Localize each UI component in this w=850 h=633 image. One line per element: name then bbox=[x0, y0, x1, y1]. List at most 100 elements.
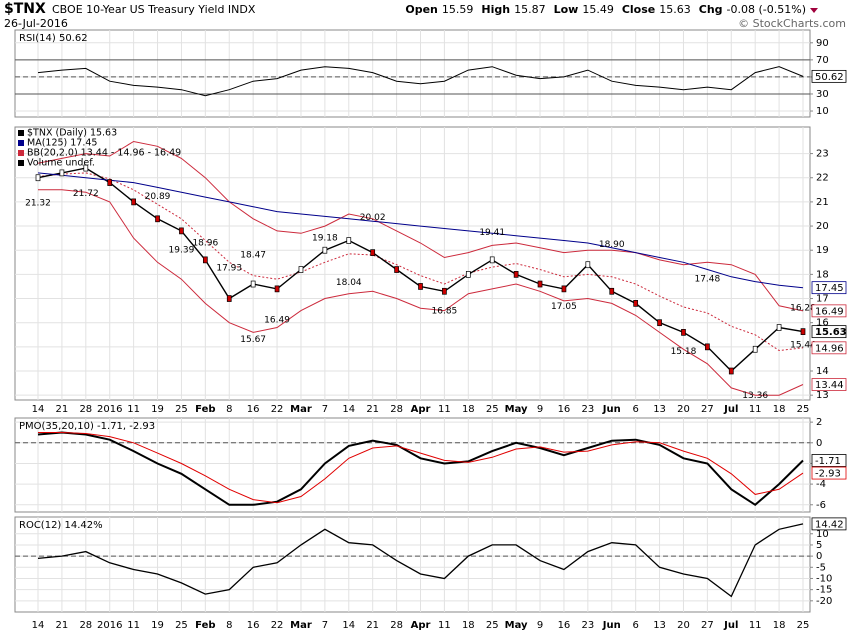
y-tick-label: 10 bbox=[816, 529, 829, 540]
quote-label: High bbox=[481, 3, 510, 16]
value-tag-box bbox=[811, 341, 847, 355]
x-tick-label: 7 bbox=[322, 404, 328, 415]
price-annotation: 13.36 bbox=[742, 391, 768, 401]
value-tag-box bbox=[811, 466, 847, 480]
price-annotation: 20.02 bbox=[360, 213, 386, 223]
x-tick-label: 8 bbox=[226, 404, 232, 415]
value-tag: 50.62 bbox=[815, 72, 844, 83]
x-tick-label: 2016 bbox=[97, 404, 122, 415]
x-tick-label: 25 bbox=[797, 404, 810, 415]
value-tag: -2.93 bbox=[815, 469, 841, 480]
price-annotation: 15.67 bbox=[240, 335, 266, 345]
y-tick-label: -15 bbox=[816, 585, 832, 596]
x-tick-label: 13 bbox=[653, 620, 666, 631]
y-tick-label: 0 bbox=[816, 438, 822, 449]
x-tick-label: 28 bbox=[79, 404, 92, 415]
x-tick-label: 20 bbox=[677, 404, 690, 415]
y-tick-label: 16 bbox=[816, 318, 829, 329]
x-tick-label: 21 bbox=[56, 620, 69, 631]
legend-swatch bbox=[18, 130, 24, 136]
price-bar bbox=[59, 169, 65, 177]
legend-label: Volume undef. bbox=[27, 158, 95, 169]
x-tick-label: Mar bbox=[290, 404, 312, 415]
x-tick-label: 28 bbox=[390, 404, 403, 415]
price-annotation: 18.04 bbox=[336, 278, 362, 288]
x-tick-label: 18 bbox=[773, 404, 786, 415]
x-tick-label: 22 bbox=[271, 620, 284, 631]
price-annotation: 18.90 bbox=[599, 240, 625, 250]
x-tick-label: 16 bbox=[247, 404, 260, 415]
x-tick-label: 14 bbox=[32, 404, 45, 415]
x-tick-label: 16 bbox=[247, 620, 260, 631]
y-tick-label: 23 bbox=[816, 149, 829, 160]
x-tick-label: May bbox=[505, 620, 528, 631]
x-tick-label: 25 bbox=[175, 404, 188, 415]
quote-value: -0.08 (-0.51%) bbox=[727, 3, 806, 16]
price-bar bbox=[370, 249, 376, 256]
value-tag: 14.96 bbox=[815, 343, 844, 354]
panel-title: PMO(35,20,10) -1.71, -2.93 bbox=[19, 421, 155, 432]
legend-swatch bbox=[18, 160, 24, 166]
indicator-line bbox=[37, 66, 804, 97]
price-bar bbox=[35, 174, 41, 182]
legend-label: BB(20,2.0) 13.44 - 14.96 - 16.49 bbox=[27, 148, 181, 159]
price-annotation: 15.18 bbox=[671, 347, 697, 357]
x-tick-label: 11 bbox=[438, 404, 451, 415]
price-bar bbox=[346, 237, 352, 244]
price-bar bbox=[465, 271, 471, 278]
price-bar bbox=[179, 227, 184, 235]
x-tick-label: 27 bbox=[701, 404, 714, 415]
value-tag-box bbox=[811, 281, 847, 295]
indicator-line bbox=[37, 431, 804, 507]
value-tag: 14.42 bbox=[815, 519, 844, 530]
price-bar bbox=[131, 198, 136, 206]
x-tick-label: 27 bbox=[701, 620, 714, 631]
x-tick-label: 28 bbox=[79, 620, 92, 631]
x-tick-label: 25 bbox=[486, 404, 499, 415]
value-tag-box bbox=[811, 517, 847, 531]
y-tick-label: 22 bbox=[816, 173, 829, 184]
price-bar bbox=[250, 280, 256, 288]
price-annotation: 17.93 bbox=[216, 264, 242, 274]
security-name: CBOE 10-Year US Treasury Yield INDX bbox=[52, 3, 256, 16]
price-annotation: 16.49 bbox=[264, 315, 290, 325]
x-tick-label: Jul bbox=[723, 620, 738, 631]
y-tick-label: 10 bbox=[816, 106, 829, 117]
value-tag-box bbox=[811, 454, 847, 467]
x-tick-label: 14 bbox=[342, 404, 355, 415]
x-tick-label: Apr bbox=[411, 404, 431, 415]
x-tick-label: 18 bbox=[462, 404, 475, 415]
y-tick-label: 70 bbox=[816, 55, 829, 66]
bollinger-upper bbox=[37, 140, 804, 312]
x-tick-label: 7 bbox=[322, 620, 328, 631]
x-tick-label: 11 bbox=[127, 620, 140, 631]
quote-label: Close bbox=[622, 3, 655, 16]
x-tick-label: 23 bbox=[581, 620, 594, 631]
price-annotation: 19.18 bbox=[312, 233, 338, 243]
y-tick-label: 19 bbox=[816, 245, 829, 256]
indicator-line bbox=[37, 523, 804, 598]
price-bar bbox=[202, 256, 208, 264]
x-tick-label: 19 bbox=[151, 620, 164, 631]
price-bar bbox=[418, 283, 423, 290]
y-tick-label: -5 bbox=[816, 562, 826, 573]
x-tick-label: 14 bbox=[342, 620, 355, 631]
y-tick-label: 13 bbox=[816, 390, 829, 401]
y-tick-label: 14 bbox=[816, 366, 829, 377]
x-tick-label: 28 bbox=[390, 620, 403, 631]
moving-average bbox=[37, 172, 804, 289]
panel-frame bbox=[14, 417, 811, 513]
x-tick-label: Jun bbox=[602, 620, 621, 631]
price-annotation: 20.89 bbox=[145, 192, 171, 202]
x-tick-label: 11 bbox=[438, 620, 451, 631]
value-tag: -1.71 bbox=[815, 456, 841, 467]
credit: © StockCharts.com bbox=[738, 17, 846, 30]
price-bar bbox=[322, 246, 328, 254]
price-annotation: 16.85 bbox=[432, 307, 458, 317]
panel-frame bbox=[14, 516, 811, 613]
price-annotation: 21.32 bbox=[25, 199, 51, 209]
y-tick-label: 20 bbox=[816, 221, 829, 232]
x-tick-label: Apr bbox=[411, 620, 431, 631]
quote-value: 15.59 bbox=[442, 3, 474, 16]
